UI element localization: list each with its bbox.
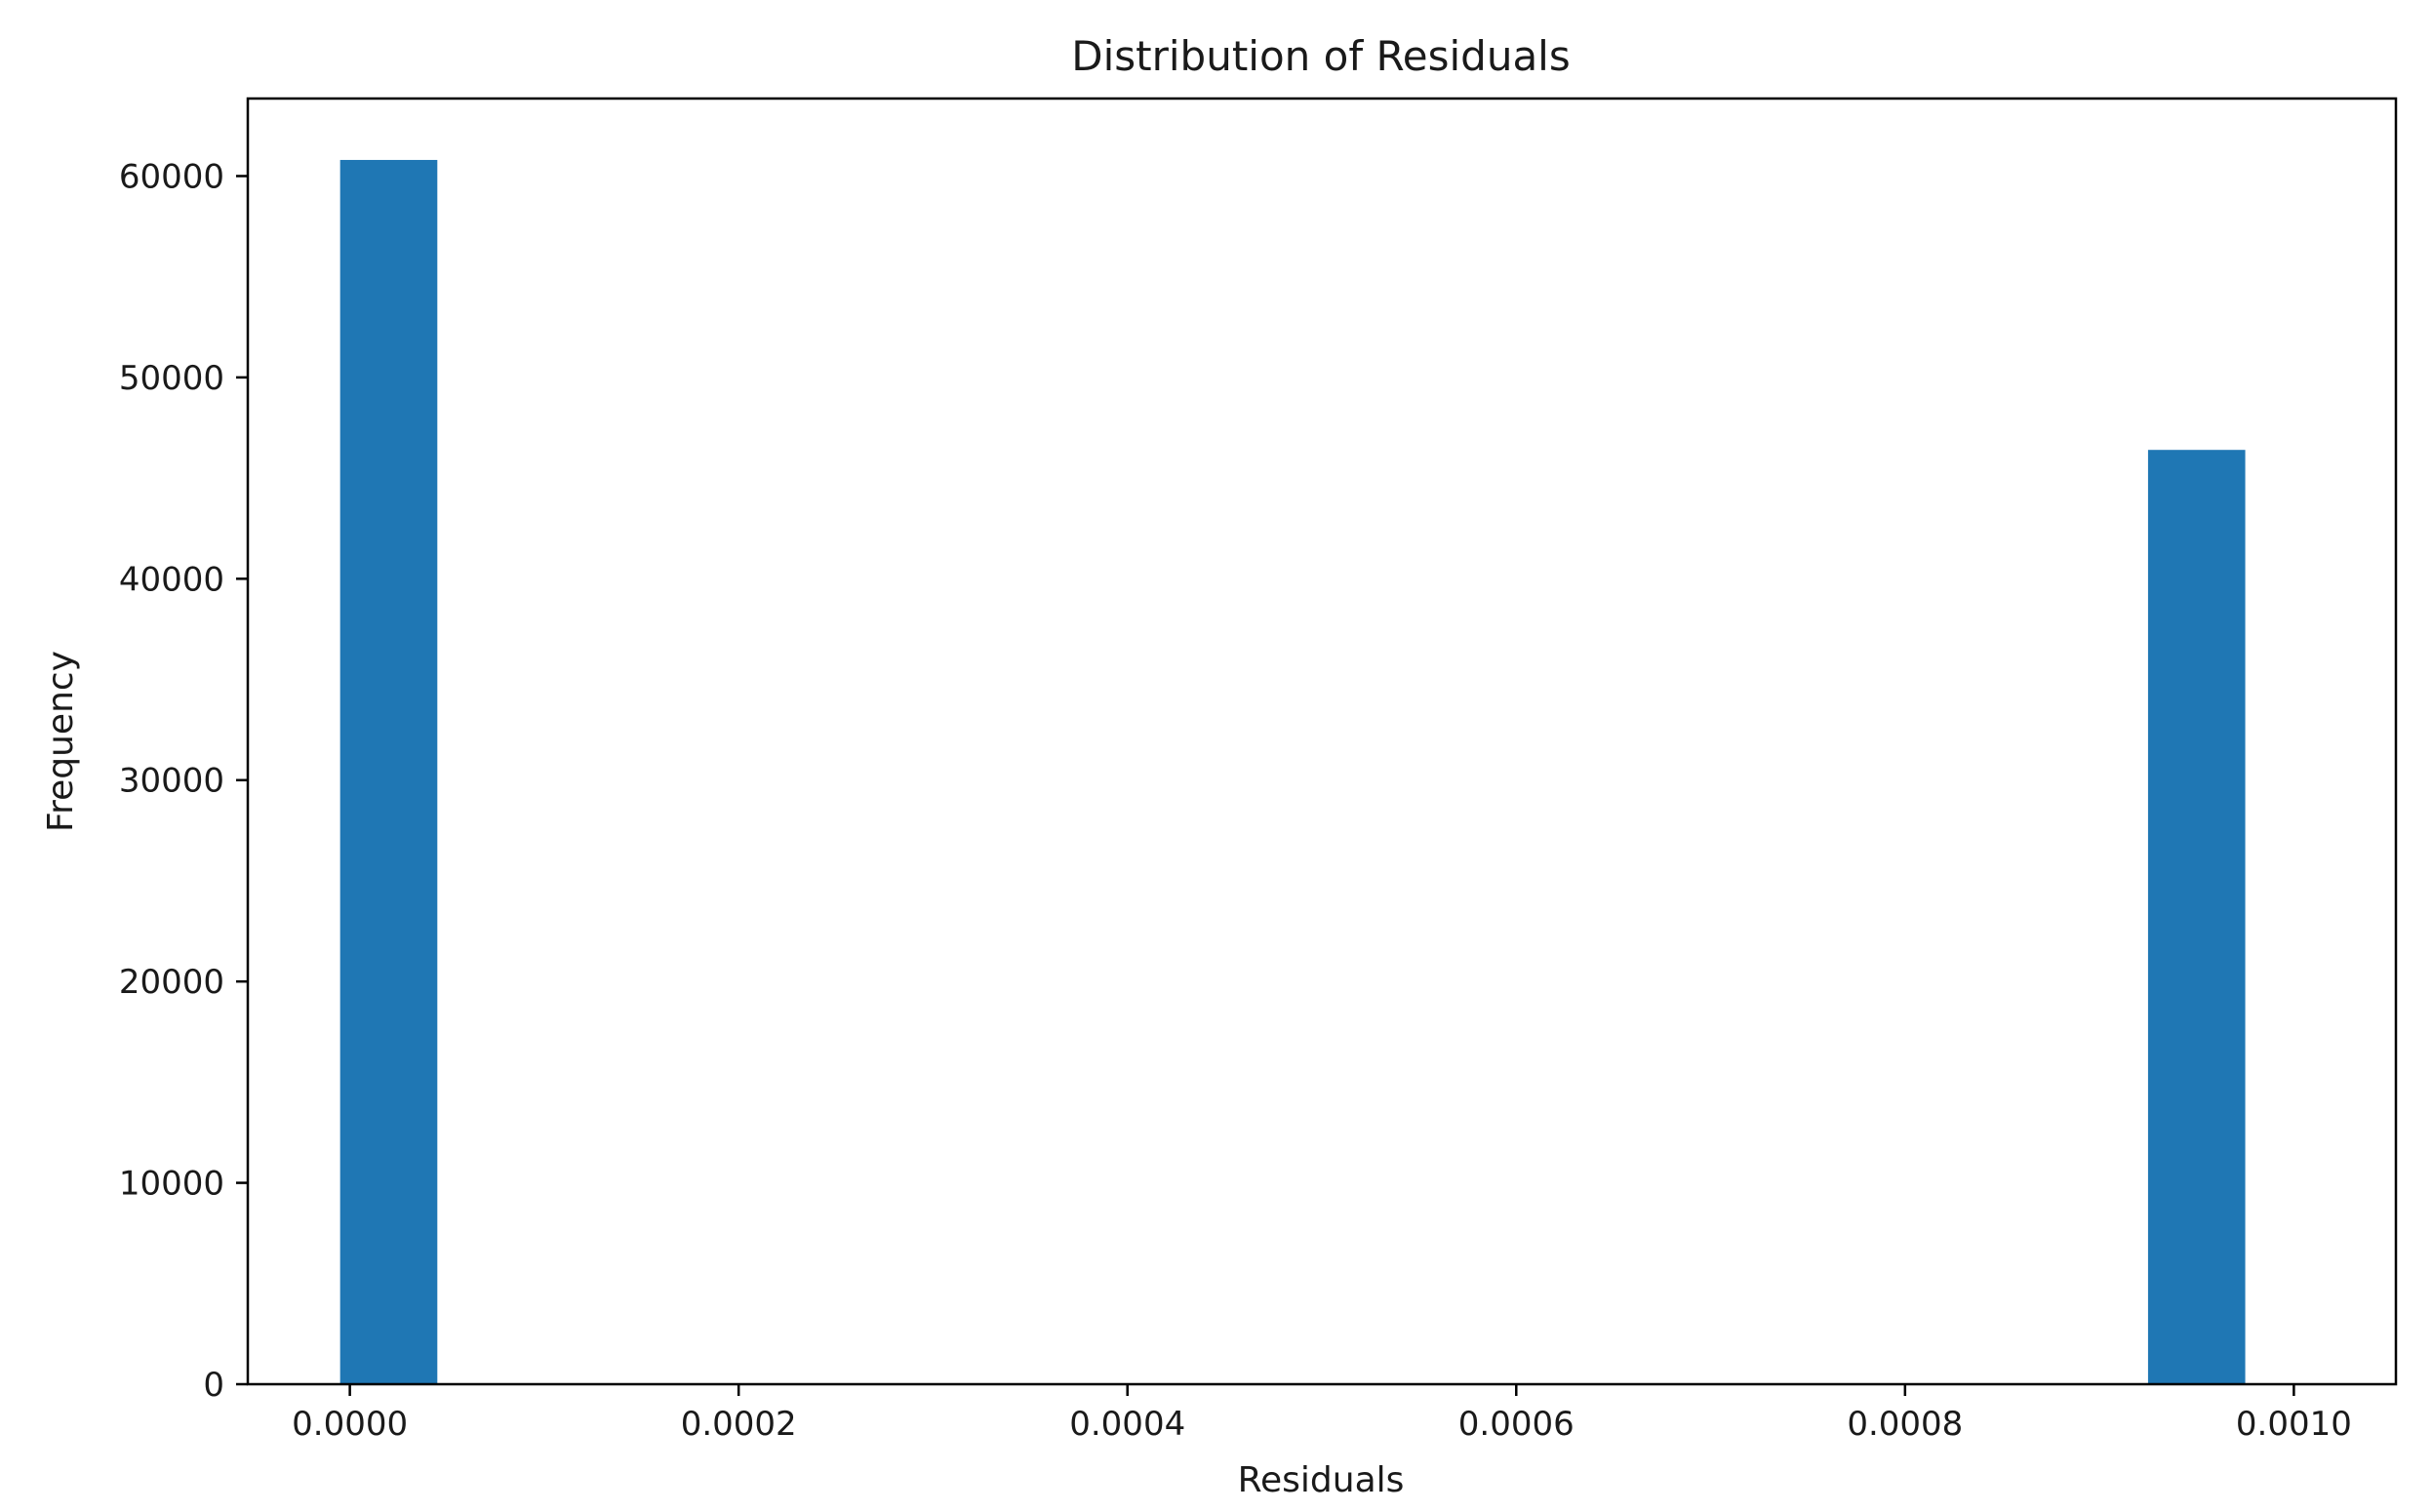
- x-axis-ticks: 0.0000 0.0002 0.0004 0.0006 0.0008 0.0010: [292, 1384, 2352, 1444]
- y-axis-ticks: 0 10000 20000 30000 40000 50000 60000: [119, 157, 248, 1405]
- y-tick-label: 20000: [119, 963, 224, 1002]
- x-tick-label: 0.0008: [1847, 1405, 1963, 1444]
- histogram-bar: [2147, 450, 2246, 1384]
- bars-layer: [339, 159, 2246, 1384]
- x-tick-label: 0.0002: [681, 1405, 797, 1444]
- chart-title: Distribution of Residuals: [1071, 32, 1570, 80]
- histogram-bar: [339, 159, 438, 1384]
- plot-frame: [246, 97, 2398, 1386]
- y-tick-label: 40000: [119, 560, 224, 599]
- x-tick-label: 0.0006: [1458, 1405, 1575, 1444]
- y-tick-label: 30000: [119, 762, 224, 801]
- x-tick-label: 0.0004: [1069, 1405, 1185, 1444]
- x-axis-label: Residuals: [1238, 1460, 1405, 1500]
- y-tick-label: 60000: [119, 157, 224, 196]
- y-tick-label: 50000: [119, 359, 224, 398]
- y-tick-label: 0: [203, 1366, 224, 1405]
- y-tick-label: 10000: [119, 1165, 224, 1204]
- x-tick-label: 0.0000: [292, 1405, 408, 1444]
- y-axis-label: Frequency: [41, 651, 81, 832]
- x-tick-label: 0.0010: [2236, 1405, 2352, 1444]
